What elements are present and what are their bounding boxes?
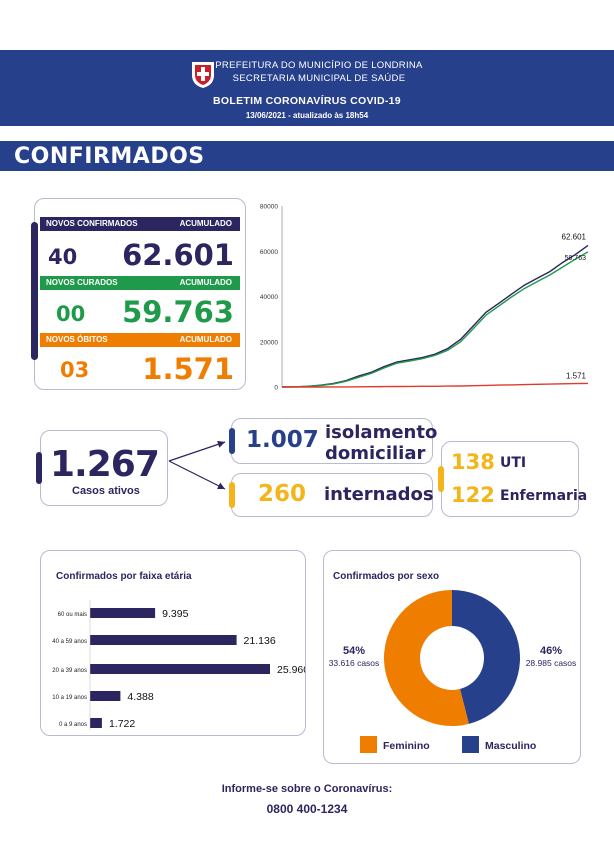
age-bar-category: 20 a 39 anos <box>52 668 87 674</box>
confirmados-header-bar: NOVOS CONFIRMADOS ACUMULADO <box>40 217 240 231</box>
header-banner: PREFEITURA DO MUNICÍPIO DE LONDRINA SECR… <box>0 50 614 126</box>
arrows-connector <box>168 440 226 490</box>
feminino-pct: 54% <box>343 645 365 657</box>
age-bar-category: 10 a 19 anos <box>52 695 87 701</box>
isolamento-accent <box>229 428 235 454</box>
line-series-1 <box>281 251 589 388</box>
isolamento-label-2: domiciliar <box>325 443 426 464</box>
footer-phone[interactable]: 0800 400-1234 <box>266 802 348 816</box>
age-bar-value: 25.960 <box>277 664 305 676</box>
active-accent <box>36 452 42 484</box>
enfermaria-value: 122 <box>451 483 495 507</box>
line-chart-ytick: 0 <box>274 385 278 392</box>
curados-total: 59.763 <box>122 295 234 329</box>
age-bar-chart: 60 ou mais 9.395 40 a 59 anos 21.136 20 a 39… <box>52 600 305 730</box>
obitos-label: NOVOS ÓBITOS <box>46 335 108 344</box>
cumulative-line-chart: 80000 60000 40000 20000 0 62.601 59.763 1.571 <box>260 204 589 392</box>
curados-header-bar: NOVOS CURADOS ACUMULADO <box>40 276 240 290</box>
curados-label: NOVOS CURADOS <box>46 278 118 287</box>
confirmados-acc-label: ACUMULADO <box>179 219 232 228</box>
age-bar-category: 60 ou mais <box>58 612 87 618</box>
line-end-label-2: 1.571 <box>566 371 587 380</box>
age-bar-category: 40 a 59 anos <box>52 639 87 645</box>
confirmados-new: 40 <box>48 245 78 269</box>
bulletin-date: 13/06/2021 - atualizado às 18h54 <box>245 111 369 120</box>
enfermaria-label: Enfermaria <box>500 488 588 504</box>
line-chart-ytick: 60000 <box>260 249 278 256</box>
footer-info: Informe-se sobre o Coronavírus: <box>221 783 393 795</box>
age-bar <box>90 664 270 674</box>
city-crest-icon <box>192 62 214 88</box>
curados-new: 00 <box>56 302 86 326</box>
isolamento-label-1: isolamento <box>325 422 438 443</box>
obitos-total: 1.571 <box>142 352 234 386</box>
internados-label: internados <box>324 484 434 505</box>
hospital-split-panel <box>441 441 579 517</box>
obitos-new: 03 <box>60 358 90 382</box>
stats-accent <box>31 222 38 360</box>
uti-value: 138 <box>451 450 495 474</box>
age-bar <box>90 718 102 728</box>
age-bar-value: 21.136 <box>244 635 276 647</box>
sex-donut-chart: 54%33.616 casos 46%28.985 casos Feminino Ma… <box>329 590 577 753</box>
section-title: CONFIRMADOS <box>14 144 205 169</box>
isolamento-panel <box>231 418 433 464</box>
section-bar: CONFIRMADOS <box>0 141 614 171</box>
age-bar-value: 1.722 <box>109 718 135 730</box>
isolamento-value: 1.007 <box>246 427 319 453</box>
age-bar-value: 9.395 <box>162 608 188 620</box>
age-bar <box>90 635 237 645</box>
curados-acc-label: ACUMULADO <box>179 278 232 287</box>
masculino-pct: 46% <box>540 645 562 657</box>
line-chart-ytick: 20000 <box>260 339 278 346</box>
confirmados-total: 62.601 <box>122 238 234 272</box>
legend-feminino-label: Feminino <box>383 740 430 752</box>
internados-value: 260 <box>258 481 307 507</box>
active-cases-panel <box>40 430 168 506</box>
feminino-cases: 33.616 casos <box>329 658 380 668</box>
masculino-cases: 28.985 casos <box>526 658 577 668</box>
line-end-label-0: 62.601 <box>562 232 587 241</box>
obitos-acc-label: ACUMULADO <box>179 335 232 344</box>
line-series-2 <box>282 382 589 388</box>
legend-masculino-label: Masculino <box>485 740 536 752</box>
sex-chart-panel <box>323 550 581 764</box>
legend-feminino-swatch <box>360 736 377 753</box>
line-series-0 <box>281 244 589 388</box>
age-bar-category: 0 a 9 anos <box>59 722 87 728</box>
header-line2: SECRETARIA MUNICIPAL DE SAÚDE <box>232 73 406 84</box>
age-chart-title: Confirmados por faixa etária <box>56 571 192 582</box>
active-cases-label: Casos ativos <box>72 485 140 497</box>
obitos-header-bar: NOVOS ÓBITOS ACUMULADO <box>40 333 240 347</box>
age-bar <box>90 608 156 618</box>
age-bar-value: 4.388 <box>127 691 153 703</box>
line-end-label-1: 59.763 <box>565 255 587 262</box>
line-chart-ytick: 40000 <box>260 294 278 301</box>
line-chart-ytick: 80000 <box>260 204 278 211</box>
donut-slice-feminino <box>383 590 469 726</box>
internados-accent <box>229 482 235 508</box>
confirmados-label: NOVOS CONFIRMADOS <box>46 219 138 228</box>
header-line1: PREFEITURA DO MUNICÍPIO DE LONDRINA <box>215 60 423 71</box>
internados-panel <box>231 473 433 517</box>
age-bar <box>90 691 121 701</box>
donut-slice-masculino <box>452 590 520 724</box>
hospital-accent <box>438 466 444 492</box>
active-cases-value: 1.267 <box>50 444 160 485</box>
bulletin-title: BOLETIM CORONAVÍRUS COVID-19 <box>213 95 401 107</box>
legend-masculino-swatch <box>462 736 479 753</box>
uti-label: UTI <box>500 455 527 471</box>
sex-chart-title: Confirmados por sexo <box>333 571 440 582</box>
